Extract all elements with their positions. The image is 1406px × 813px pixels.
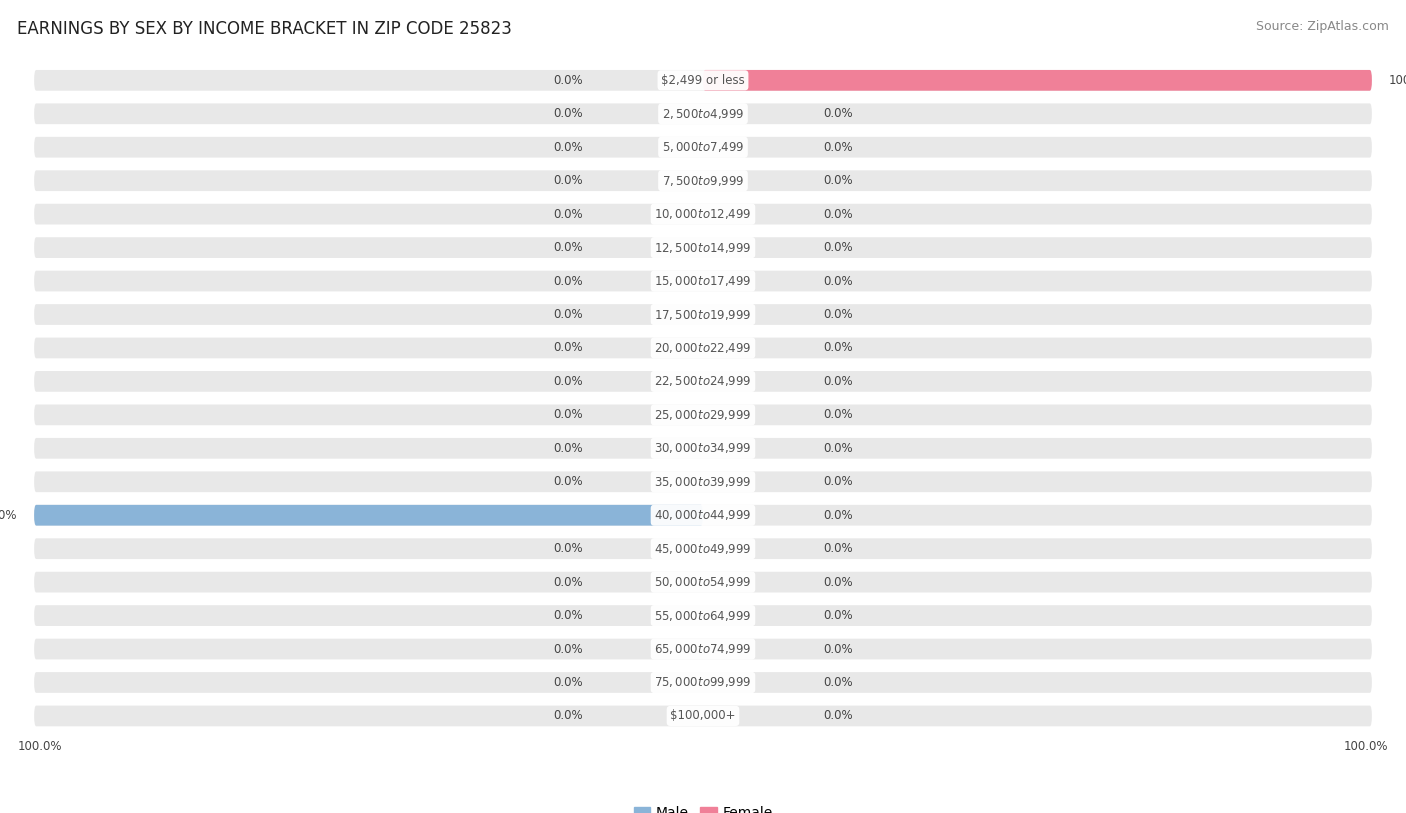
Text: $55,000 to $64,999: $55,000 to $64,999 xyxy=(654,609,752,623)
FancyBboxPatch shape xyxy=(34,538,1372,559)
Text: Source: ZipAtlas.com: Source: ZipAtlas.com xyxy=(1256,20,1389,33)
FancyBboxPatch shape xyxy=(34,304,1372,325)
Text: 0.0%: 0.0% xyxy=(824,275,853,288)
Text: 0.0%: 0.0% xyxy=(553,710,582,723)
Text: 0.0%: 0.0% xyxy=(824,710,853,723)
FancyBboxPatch shape xyxy=(34,137,1372,158)
Text: 0.0%: 0.0% xyxy=(553,74,582,87)
Text: $2,500 to $4,999: $2,500 to $4,999 xyxy=(662,107,744,121)
Text: 100.0%: 100.0% xyxy=(17,740,62,753)
Text: $22,500 to $24,999: $22,500 to $24,999 xyxy=(654,375,752,389)
Text: 0.0%: 0.0% xyxy=(824,141,853,154)
Text: 0.0%: 0.0% xyxy=(824,509,853,522)
Text: 0.0%: 0.0% xyxy=(824,542,853,555)
Text: 0.0%: 0.0% xyxy=(553,542,582,555)
Text: 0.0%: 0.0% xyxy=(553,241,582,254)
FancyBboxPatch shape xyxy=(703,70,1372,91)
Text: 100.0%: 100.0% xyxy=(1389,74,1406,87)
FancyBboxPatch shape xyxy=(34,706,1372,726)
Text: 0.0%: 0.0% xyxy=(824,609,853,622)
Text: 0.0%: 0.0% xyxy=(553,408,582,421)
FancyBboxPatch shape xyxy=(34,572,1372,593)
Text: $35,000 to $39,999: $35,000 to $39,999 xyxy=(654,475,752,489)
Text: $2,499 or less: $2,499 or less xyxy=(661,74,745,87)
Text: $40,000 to $44,999: $40,000 to $44,999 xyxy=(654,508,752,522)
Text: 0.0%: 0.0% xyxy=(824,341,853,354)
Text: 0.0%: 0.0% xyxy=(824,476,853,489)
FancyBboxPatch shape xyxy=(34,639,1372,659)
Text: 0.0%: 0.0% xyxy=(553,174,582,187)
Text: $30,000 to $34,999: $30,000 to $34,999 xyxy=(654,441,752,455)
FancyBboxPatch shape xyxy=(34,472,1372,492)
FancyBboxPatch shape xyxy=(34,672,1372,693)
Text: $5,000 to $7,499: $5,000 to $7,499 xyxy=(662,140,744,154)
Text: $10,000 to $12,499: $10,000 to $12,499 xyxy=(654,207,752,221)
Text: 0.0%: 0.0% xyxy=(553,141,582,154)
Text: $75,000 to $99,999: $75,000 to $99,999 xyxy=(654,676,752,689)
FancyBboxPatch shape xyxy=(34,371,1372,392)
Legend: Male, Female: Male, Female xyxy=(628,801,778,813)
FancyBboxPatch shape xyxy=(34,170,1372,191)
Text: $17,500 to $19,999: $17,500 to $19,999 xyxy=(654,307,752,321)
Text: 0.0%: 0.0% xyxy=(824,174,853,187)
FancyBboxPatch shape xyxy=(34,237,1372,258)
Text: $15,000 to $17,499: $15,000 to $17,499 xyxy=(654,274,752,288)
Text: 0.0%: 0.0% xyxy=(824,408,853,421)
Text: 100.0%: 100.0% xyxy=(1344,740,1389,753)
FancyBboxPatch shape xyxy=(34,103,1372,124)
Text: 0.0%: 0.0% xyxy=(553,476,582,489)
Text: 0.0%: 0.0% xyxy=(553,375,582,388)
FancyBboxPatch shape xyxy=(34,605,1372,626)
Text: $7,500 to $9,999: $7,500 to $9,999 xyxy=(662,174,744,188)
Text: 0.0%: 0.0% xyxy=(553,676,582,689)
Text: $50,000 to $54,999: $50,000 to $54,999 xyxy=(654,575,752,589)
Text: 0.0%: 0.0% xyxy=(824,107,853,120)
Text: 0.0%: 0.0% xyxy=(824,642,853,655)
Text: 0.0%: 0.0% xyxy=(824,375,853,388)
FancyBboxPatch shape xyxy=(34,438,1372,459)
Text: 0.0%: 0.0% xyxy=(824,308,853,321)
FancyBboxPatch shape xyxy=(34,70,1372,91)
Text: 0.0%: 0.0% xyxy=(824,576,853,589)
Text: 0.0%: 0.0% xyxy=(553,107,582,120)
Text: 0.0%: 0.0% xyxy=(553,609,582,622)
FancyBboxPatch shape xyxy=(34,271,1372,291)
Text: 0.0%: 0.0% xyxy=(553,308,582,321)
FancyBboxPatch shape xyxy=(34,505,703,525)
Text: 0.0%: 0.0% xyxy=(553,341,582,354)
Text: 0.0%: 0.0% xyxy=(553,207,582,220)
Text: $20,000 to $22,499: $20,000 to $22,499 xyxy=(654,341,752,355)
Text: $25,000 to $29,999: $25,000 to $29,999 xyxy=(654,408,752,422)
Text: 0.0%: 0.0% xyxy=(553,576,582,589)
Text: 0.0%: 0.0% xyxy=(553,441,582,454)
Text: 0.0%: 0.0% xyxy=(553,275,582,288)
FancyBboxPatch shape xyxy=(34,405,1372,425)
FancyBboxPatch shape xyxy=(34,204,1372,224)
Text: 0.0%: 0.0% xyxy=(824,241,853,254)
Text: 0.0%: 0.0% xyxy=(824,676,853,689)
Text: 0.0%: 0.0% xyxy=(824,207,853,220)
Text: EARNINGS BY SEX BY INCOME BRACKET IN ZIP CODE 25823: EARNINGS BY SEX BY INCOME BRACKET IN ZIP… xyxy=(17,20,512,38)
Text: $45,000 to $49,999: $45,000 to $49,999 xyxy=(654,541,752,555)
Text: $12,500 to $14,999: $12,500 to $14,999 xyxy=(654,241,752,254)
Text: $100,000+: $100,000+ xyxy=(671,710,735,723)
Text: 100.0%: 100.0% xyxy=(0,509,17,522)
FancyBboxPatch shape xyxy=(34,505,1372,525)
FancyBboxPatch shape xyxy=(34,337,1372,359)
Text: 0.0%: 0.0% xyxy=(824,441,853,454)
Text: $65,000 to $74,999: $65,000 to $74,999 xyxy=(654,642,752,656)
Text: 0.0%: 0.0% xyxy=(553,642,582,655)
